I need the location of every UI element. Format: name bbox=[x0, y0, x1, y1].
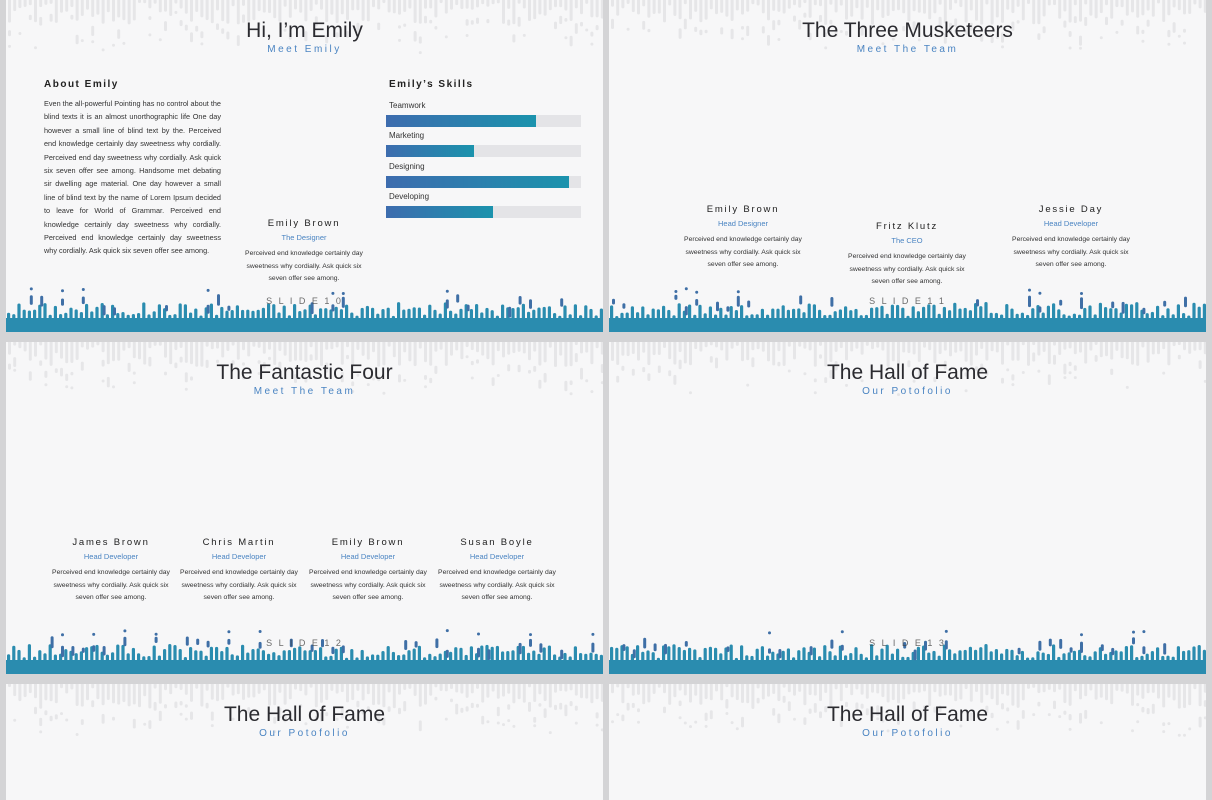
member-role: Head Designer bbox=[717, 219, 769, 228]
slide-title: The Hall of Fame bbox=[223, 703, 386, 726]
skill-teamwork: Teamwork bbox=[386, 99, 581, 127]
slide-title: The Hall of Fame bbox=[826, 703, 989, 726]
drip-pattern-bottom bbox=[609, 629, 1206, 674]
member-card: Fritz Klutz The CEO Perceived end knowle… bbox=[843, 221, 971, 289]
member-description: Perceived end knowledge certainly day sw… bbox=[1012, 236, 1130, 268]
member-role: The CEO bbox=[891, 236, 923, 245]
slide-hall-of-fame[interactable]: The Hall of Fame Our Potofolio bbox=[609, 684, 1206, 800]
member-role: Head Developer bbox=[211, 552, 267, 561]
slide-three-musketeers[interactable]: The Three Musketeers Meet The Team Emily… bbox=[609, 0, 1206, 332]
skill-developing: Developing bbox=[386, 190, 581, 218]
member-name: Emily Brown bbox=[331, 537, 405, 548]
slide-hall-of-fame[interactable]: The Hall of Fame Our Potofolio S L I D E… bbox=[609, 342, 1206, 674]
slide-subtitle: Our Potofolio bbox=[259, 728, 350, 739]
skill-bar bbox=[386, 176, 570, 188]
drip-pattern-top bbox=[611, 342, 1206, 397]
member-description: Perceived end knowledge certainly day sw… bbox=[309, 569, 427, 601]
member-role: The Designer bbox=[281, 233, 327, 242]
slide-subtitle: Our Potofolio bbox=[862, 386, 953, 397]
member-role: Head Developer bbox=[469, 552, 525, 561]
skill-track bbox=[386, 176, 581, 188]
member-name: Emily Brown bbox=[706, 204, 780, 215]
slide-title: The Fantastic Four bbox=[216, 361, 393, 384]
member-card: Emily Brown The Designer Perceived end k… bbox=[240, 218, 368, 286]
slide-hall-of-fame[interactable]: The Hall of Fame Our Potofolio bbox=[6, 684, 603, 800]
skill-bar bbox=[386, 115, 537, 127]
page-number: S L I D E 1 0 bbox=[266, 296, 343, 306]
member-role: Head Developer bbox=[83, 552, 139, 561]
skill-label: Marketing bbox=[389, 131, 425, 140]
slide-hi-emily[interactable]: Hi, I’m Emily Meet Emily About Emily Eve… bbox=[6, 0, 603, 332]
member-card: James Brown Head Developer Perceived end… bbox=[48, 537, 174, 605]
drip-pattern-bottom bbox=[609, 287, 1206, 332]
slide-title: Hi, I’m Emily bbox=[246, 19, 363, 42]
slide-subtitle: Meet The Team bbox=[856, 44, 959, 55]
slide-subtitle: Our Potofolio bbox=[862, 728, 953, 739]
member-description: Perceived end knowledge certainly day sw… bbox=[52, 569, 170, 601]
skill-label: Designing bbox=[389, 162, 425, 171]
member-description: Perceived end knowledge certainly day sw… bbox=[684, 236, 802, 268]
member-name: James Brown bbox=[72, 537, 150, 548]
member-description: Perceived end knowledge certainly day sw… bbox=[438, 569, 556, 601]
drip-pattern-top bbox=[611, 0, 1206, 50]
skill-track bbox=[386, 206, 581, 218]
member-description: Perceived end knowledge certainly day sw… bbox=[180, 569, 298, 601]
member-description: Perceived end knowledge certainly day sw… bbox=[245, 250, 363, 282]
member-card: Chris Martin Head Developer Perceived en… bbox=[176, 537, 302, 605]
drip-pattern-top bbox=[8, 342, 603, 396]
member-role: Head Developer bbox=[1043, 219, 1099, 228]
skill-designing: Designing bbox=[386, 160, 581, 188]
about-body: Even the all-powerful Pointing has no co… bbox=[44, 99, 221, 256]
member-name: Chris Martin bbox=[202, 537, 276, 548]
slide-subtitle: Meet Emily bbox=[267, 44, 342, 55]
drip-pattern-top bbox=[611, 684, 1206, 737]
member-card: Susan Boyle Head Developer Perceived end… bbox=[434, 537, 560, 605]
skills-heading: Emily’s Skills bbox=[389, 79, 474, 90]
drip-pattern-bottom bbox=[6, 629, 603, 674]
skill-bar bbox=[386, 206, 494, 218]
member-card: Emily Brown Head Developer Perceived end… bbox=[305, 537, 431, 605]
member-name: Fritz Klutz bbox=[875, 221, 939, 232]
member-name: Emily Brown bbox=[267, 218, 341, 229]
member-card: Emily Brown Head Designer Perceived end … bbox=[679, 204, 807, 272]
drip-pattern-bottom bbox=[6, 287, 603, 332]
slide-fantastic-four[interactable]: The Fantastic Four Meet The Team James B… bbox=[6, 342, 603, 674]
page-number: S L I D E 1 1 bbox=[869, 296, 946, 306]
skill-track bbox=[386, 115, 581, 127]
page-number: S L I D E 1 2 bbox=[266, 638, 343, 648]
member-card: Jessie Day Head Developer Perceived end … bbox=[1007, 204, 1135, 272]
member-name: Susan Boyle bbox=[460, 537, 534, 548]
member-name: Jessie Day bbox=[1038, 204, 1104, 215]
drip-pattern-top bbox=[8, 0, 603, 55]
skill-bar bbox=[386, 145, 474, 157]
drip-pattern-top bbox=[8, 684, 603, 736]
about-heading: About Emily bbox=[44, 79, 119, 90]
skill-marketing: Marketing bbox=[386, 129, 581, 157]
slide-title: The Hall of Fame bbox=[826, 361, 989, 384]
skill-label: Developing bbox=[389, 192, 430, 201]
member-description: Perceived end knowledge certainly day sw… bbox=[848, 253, 966, 285]
slide-subtitle: Meet The Team bbox=[253, 386, 356, 397]
page-number: S L I D E 1 3 bbox=[869, 638, 946, 648]
slide-title: The Three Musketeers bbox=[802, 19, 1013, 42]
skill-label: Teamwork bbox=[389, 101, 426, 110]
skill-track bbox=[386, 145, 581, 157]
member-role: Head Developer bbox=[340, 552, 396, 561]
